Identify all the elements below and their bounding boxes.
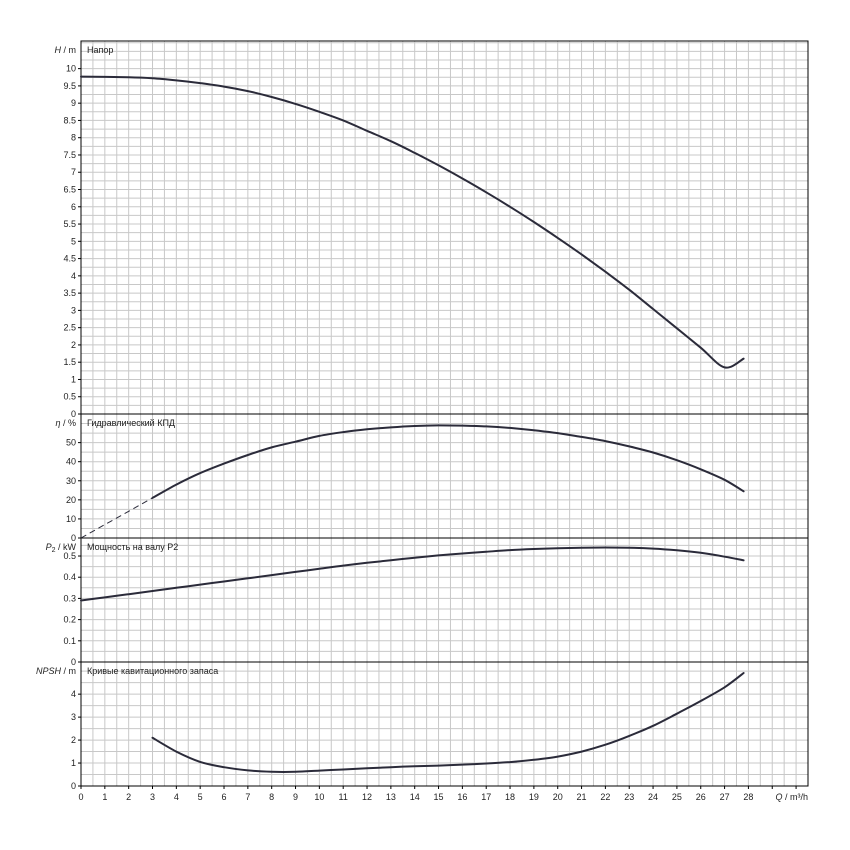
y-tick-label: 7.5 xyxy=(63,150,76,160)
x-tick-label: 12 xyxy=(362,792,372,802)
panel-title: Гидравлический КПД xyxy=(87,418,175,428)
y-tick-label: 7 xyxy=(71,167,76,177)
y-tick-label: 40 xyxy=(66,457,76,467)
x-tick-label: 24 xyxy=(648,792,658,802)
y-tick-label: 0.1 xyxy=(63,636,76,646)
x-tick-label: 13 xyxy=(386,792,396,802)
y-tick-label: 0.4 xyxy=(63,572,76,582)
y-tick-label: 3 xyxy=(71,712,76,722)
y-tick-label: 50 xyxy=(66,438,76,448)
y-tick-label: 10 xyxy=(66,64,76,74)
y-axis-label: P2 / kW xyxy=(46,542,77,554)
y-tick-label: 0 xyxy=(71,409,76,419)
curve-2 xyxy=(151,424,745,499)
labels: 0 0.5 1 1.5 2 2.5 3 3.5 4 4.5 5 5.5 6 6.5 7 7.5 8 8.5 9 9.5… xyxy=(36,45,808,802)
y-tick-label: 4 xyxy=(71,689,76,699)
panel-title: Мощность на валу P2 xyxy=(87,542,178,552)
x-tick-label: 21 xyxy=(577,792,587,802)
x-tick-label: 20 xyxy=(553,792,563,802)
y-tick-label: 8.5 xyxy=(63,115,76,125)
curves xyxy=(80,75,745,773)
x-tick-label: 25 xyxy=(672,792,682,802)
y-axis-label: η / % xyxy=(55,418,76,428)
y-tick-label: 10 xyxy=(66,514,76,524)
y-tick-label: 2 xyxy=(71,340,76,350)
x-tick-label: 3 xyxy=(150,792,155,802)
y-axis-label: H / m xyxy=(55,45,77,55)
x-axis-label: Q / m³/h xyxy=(775,792,808,802)
x-tick-label: 15 xyxy=(434,792,444,802)
curve-4 xyxy=(151,672,745,773)
x-tick-label: 14 xyxy=(410,792,420,802)
y-tick-label: 0.2 xyxy=(63,615,76,625)
x-tick-label: 10 xyxy=(314,792,324,802)
y-tick-label: 8 xyxy=(71,133,76,143)
x-tick-label: 28 xyxy=(743,792,753,802)
panel-frame xyxy=(80,537,809,663)
y-tick-label: 4.5 xyxy=(63,254,76,264)
x-tick-label: 2 xyxy=(126,792,131,802)
y-tick-label: 6.5 xyxy=(63,185,76,195)
y-tick-label: 0.5 xyxy=(63,392,76,402)
curve-extrapolated xyxy=(80,497,153,539)
curve-3 xyxy=(80,546,745,602)
y-tick-label: 20 xyxy=(66,495,76,505)
y-tick-label: 5 xyxy=(71,236,76,246)
x-tick-label: 26 xyxy=(696,792,706,802)
y-tick-label: 1 xyxy=(71,758,76,768)
y-axis-label: NPSH / m xyxy=(36,666,76,676)
y-tick-label: 9 xyxy=(71,98,76,108)
panel-title: Кривые кавитационного запаса xyxy=(87,666,218,676)
y-tick-label: 5.5 xyxy=(63,219,76,229)
panel-frame xyxy=(80,661,809,787)
x-tick-label: 23 xyxy=(624,792,634,802)
y-tick-label: 1.5 xyxy=(63,357,76,367)
y-tick-label: 2.5 xyxy=(63,323,76,333)
x-tick-label: 18 xyxy=(505,792,515,802)
x-tick-label: 7 xyxy=(245,792,250,802)
panel-title: Напор xyxy=(87,45,113,55)
x-tick-label: 8 xyxy=(269,792,274,802)
x-tick-label: 27 xyxy=(720,792,730,802)
x-tick-label: 0 xyxy=(78,792,83,802)
y-tick-label: 0 xyxy=(71,657,76,667)
x-tick-label: 6 xyxy=(222,792,227,802)
y-tick-label: 0.3 xyxy=(63,593,76,603)
y-tick-label: 0.5 xyxy=(63,551,76,561)
curve-1 xyxy=(80,75,745,369)
x-tick-label: 9 xyxy=(293,792,298,802)
y-tick-label: 6 xyxy=(71,202,76,212)
y-tick-label: 0 xyxy=(71,533,76,543)
x-tick-label: 22 xyxy=(600,792,610,802)
y-tick-label: 30 xyxy=(66,476,76,486)
panel-frame xyxy=(80,40,809,415)
x-tick-label: 5 xyxy=(198,792,203,802)
y-tick-label: 4 xyxy=(71,271,76,281)
x-tick-label: 1 xyxy=(102,792,107,802)
y-tick-label: 3 xyxy=(71,305,76,315)
y-tick-label: 2 xyxy=(71,735,76,745)
x-tick-label: 17 xyxy=(481,792,491,802)
y-tick-label: 9.5 xyxy=(63,81,76,91)
x-tick-label: 4 xyxy=(174,792,179,802)
x-tick-label: 19 xyxy=(529,792,539,802)
panels xyxy=(78,40,809,789)
y-tick-label: 0 xyxy=(71,781,76,791)
y-tick-label: 1 xyxy=(71,374,76,384)
y-tick-label: 3.5 xyxy=(63,288,76,298)
x-tick-label: 11 xyxy=(339,792,348,802)
x-tick-label: 16 xyxy=(457,792,467,802)
